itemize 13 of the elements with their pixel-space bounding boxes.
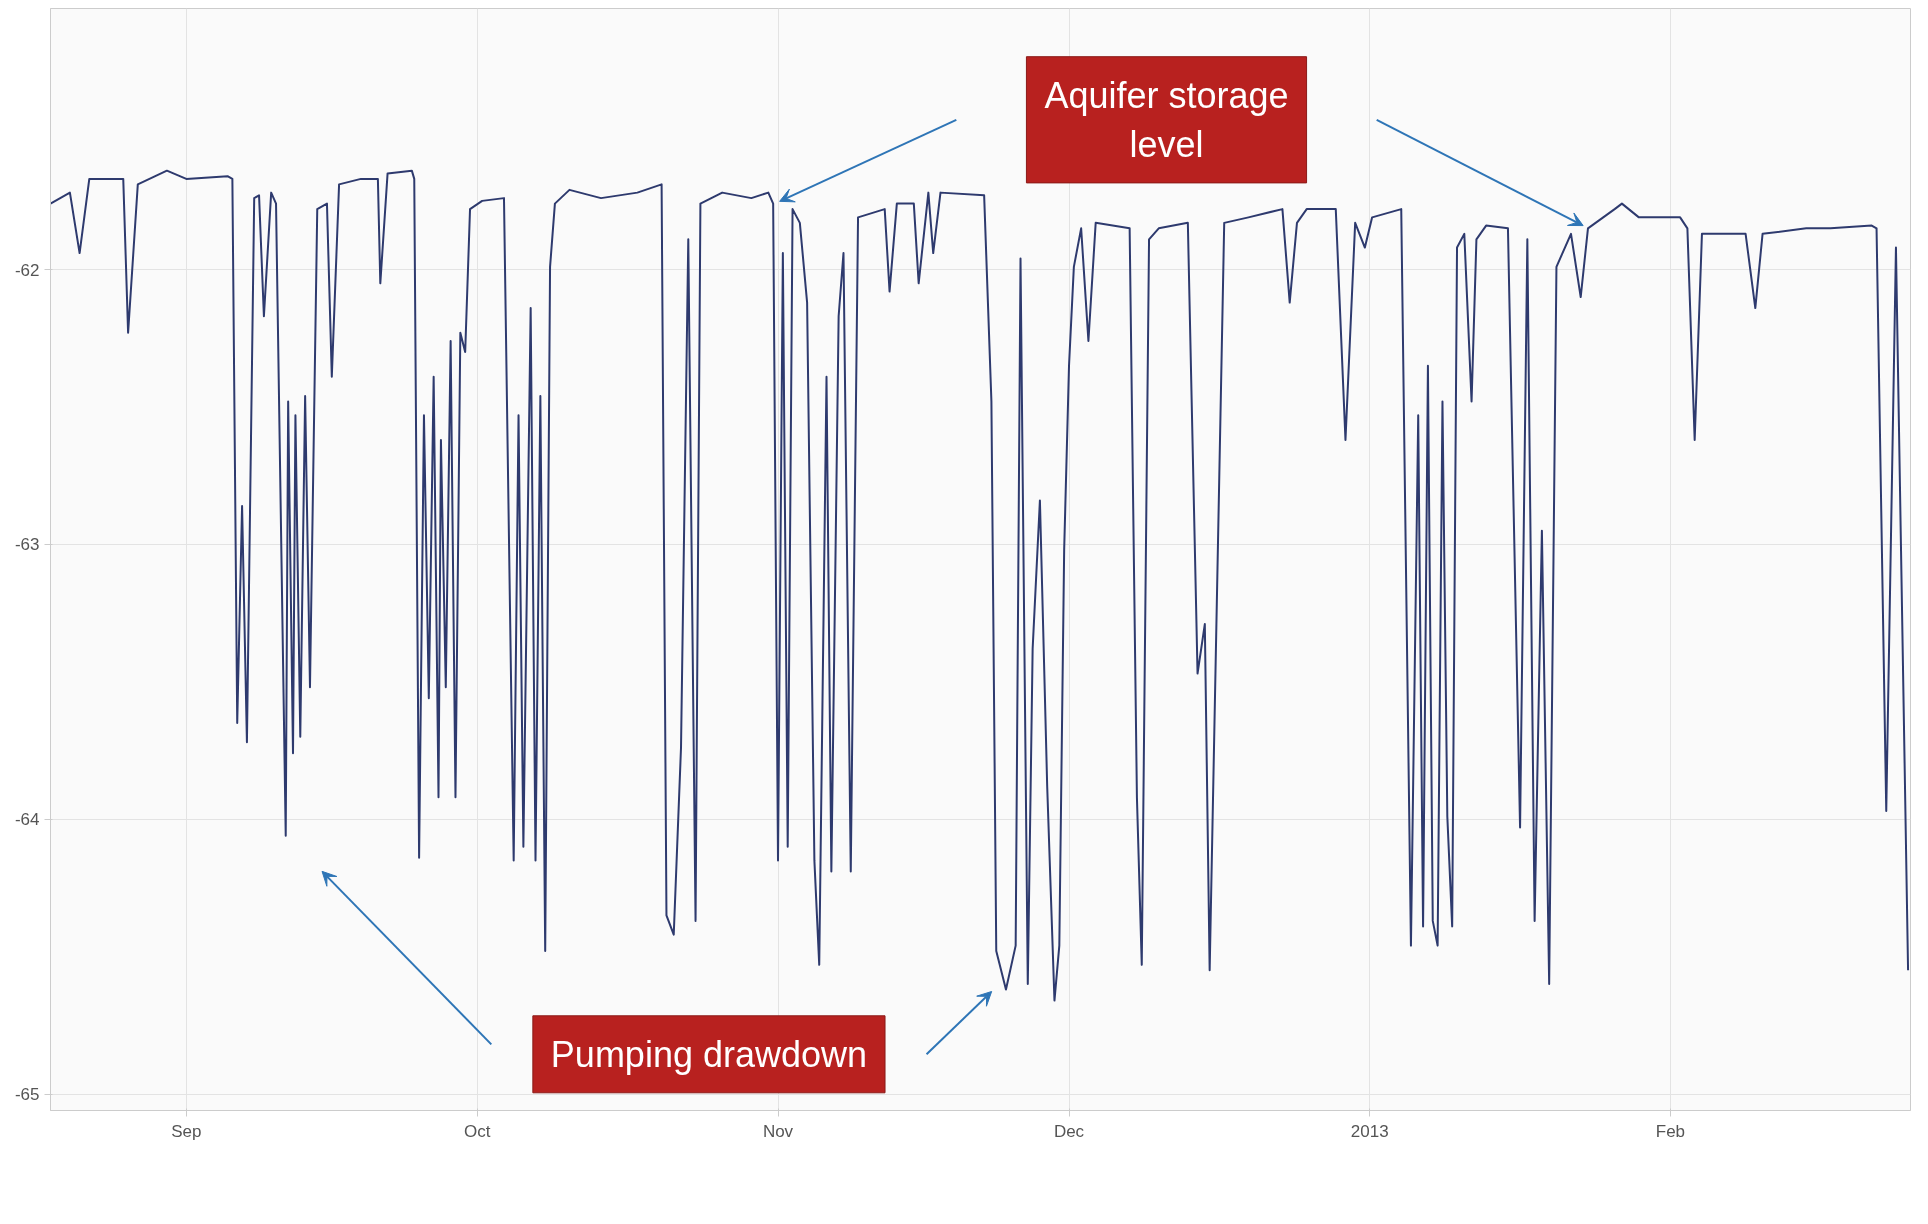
x-tick-label: Feb — [1655, 1121, 1686, 1141]
line-series — [50, 169, 1910, 1002]
x-tick-label: 2013 — [1350, 1121, 1389, 1141]
x-tick-label: Sep — [171, 1121, 202, 1141]
y-tick-label: -64 — [14, 810, 40, 830]
y-tick-label: -63 — [14, 535, 40, 555]
annotation: Pumping drawdown — [550, 1033, 868, 1075]
y-tick-label: -62 — [14, 260, 40, 280]
annotation: Aquifer storage level — [1044, 74, 1289, 165]
x-tick-label: Nov — [762, 1121, 794, 1141]
x-tick-label: Oct — [464, 1121, 491, 1141]
y-tick-label: -65 — [14, 1085, 40, 1105]
x-tick-label: Dec — [1053, 1121, 1085, 1141]
